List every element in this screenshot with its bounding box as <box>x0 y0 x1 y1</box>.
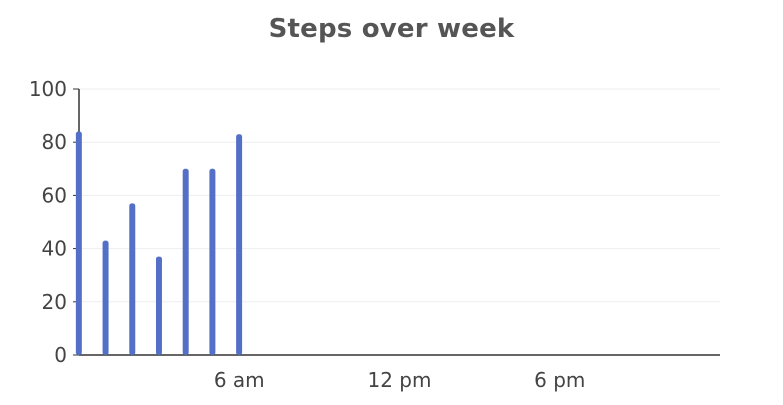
bar <box>129 203 136 355</box>
bar <box>209 168 216 355</box>
x-axis: 6 am 12 pm 6 pm <box>79 354 720 392</box>
y-tick-label: 0 <box>54 343 67 367</box>
bar <box>155 256 162 355</box>
y-tick-label: 80 <box>42 130 67 154</box>
bar <box>75 131 82 355</box>
grid-lines <box>79 88 720 303</box>
x-tick-label: 6 pm <box>534 368 585 392</box>
bar <box>102 240 109 355</box>
y-tick-label: 60 <box>42 183 67 207</box>
x-tick-label: 12 pm <box>368 368 432 392</box>
x-tick-label: 6 am <box>214 368 265 392</box>
chart-title: Steps over week <box>268 14 515 44</box>
y-tick-label: 20 <box>42 290 67 314</box>
bars <box>75 131 243 355</box>
y-tick-label: 100 <box>29 77 67 101</box>
bar <box>236 134 243 355</box>
bar <box>182 168 189 355</box>
y-axis: 0 20 40 60 80 100 <box>29 77 80 367</box>
y-tick-label: 40 <box>42 237 67 261</box>
